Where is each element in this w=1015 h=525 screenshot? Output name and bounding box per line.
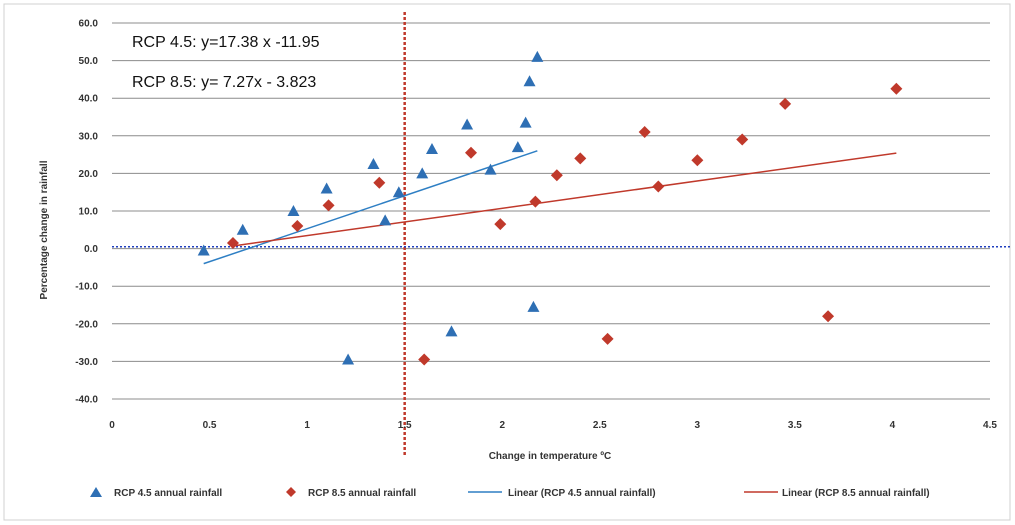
trendline [203, 150, 538, 265]
data-point-rcp85 [418, 353, 431, 366]
data-point-rcp85 [291, 220, 304, 233]
legend-label-rcp85: RCP 8.5 annual rainfall [308, 488, 416, 499]
reference-lines [112, 12, 1012, 455]
x-axis-label: Change in temperature ºC [489, 451, 612, 462]
data-point-rcp85 [494, 218, 507, 231]
data-point-rcp85 [822, 310, 835, 323]
data-point-rcp85 [601, 332, 614, 345]
legend: RCP 4.5 annual rainfall RCP 8.5 annual r… [90, 487, 930, 499]
legend-label-linear-rcp85: Linear (RCP 8.5 annual rainfall) [782, 488, 930, 499]
data-point-rcp45 [511, 141, 524, 153]
y-tick-label: 30.0 [79, 131, 99, 142]
y-axis-label: Percentage change in rainfall [39, 160, 50, 299]
data-points [197, 50, 903, 366]
data-point-rcp85 [638, 126, 651, 139]
annotation-rcp45: RCP 4.5: y=17.38 x -11.95 [132, 34, 320, 51]
legend-item-linear-rcp85: Linear (RCP 8.5 annual rainfall) [744, 488, 930, 499]
x-tick-label: 4 [890, 420, 896, 431]
data-point-rcp45 [379, 214, 392, 226]
x-tick-label: 4.5 [983, 420, 997, 431]
legend-item-linear-rcp45: Linear (RCP 4.5 annual rainfall) [468, 488, 656, 499]
data-point-rcp85 [779, 97, 792, 110]
y-tick-label: 60.0 [79, 19, 99, 30]
data-point-rcp45 [416, 167, 429, 179]
gridlines [112, 22, 990, 400]
x-tick-label: 3.5 [788, 420, 802, 431]
x-tick-label: 0 [109, 420, 115, 431]
legend-item-rcp85: RCP 8.5 annual rainfall [286, 487, 416, 499]
data-point-rcp85 [529, 195, 542, 208]
y-tick-label: -20.0 [75, 319, 98, 330]
x-tick-label: 0.5 [203, 420, 217, 431]
data-point-rcp85 [890, 82, 903, 95]
data-point-rcp45 [425, 142, 438, 154]
data-point-rcp85 [226, 236, 239, 249]
trendlines [203, 150, 897, 265]
data-point-rcp45 [236, 223, 249, 235]
data-point-rcp45 [320, 182, 333, 194]
data-point-rcp85 [736, 133, 749, 146]
data-point-rcp45 [484, 163, 497, 175]
x-tick-label: 2 [499, 420, 505, 431]
x-tick-label: 2.5 [593, 420, 607, 431]
data-point-rcp85 [550, 169, 563, 182]
data-point-rcp85 [652, 180, 665, 193]
legend-label-rcp45: RCP 4.5 annual rainfall [114, 488, 222, 499]
legend-triangle-marker [90, 487, 102, 497]
y-tick-label: -10.0 [75, 282, 98, 293]
x-tick-label: 1.5 [398, 420, 412, 431]
y-tick-label: 0.0 [84, 244, 98, 255]
data-point-rcp45 [519, 116, 532, 128]
data-point-rcp45 [531, 50, 544, 62]
trendline [232, 152, 897, 247]
data-point-rcp85 [465, 146, 478, 159]
y-tick-label: 40.0 [79, 94, 99, 105]
y-tick-label: 10.0 [79, 207, 99, 218]
data-point-rcp85 [322, 199, 335, 212]
data-point-rcp45 [367, 158, 380, 169]
x-tick-labels: 0 0.5 1 1.5 2 2.5 3 3.5 4 4.5 [109, 420, 997, 431]
y-tick-label: -40.0 [75, 395, 98, 406]
data-point-rcp45 [523, 75, 536, 87]
data-point-rcp45 [197, 244, 210, 256]
legend-label-linear-rcp45: Linear (RCP 4.5 annual rainfall) [508, 488, 656, 499]
x-tick-label: 3 [695, 420, 701, 431]
x-tick-label: 1 [304, 420, 310, 431]
y-tick-labels: 60.0 50.0 40.0 30.0 20.0 10.0 0.0 -10.0 -20.0 -30… [75, 19, 98, 406]
data-point-rcp85 [373, 176, 386, 189]
y-tick-label: 20.0 [79, 169, 99, 180]
data-point-rcp45 [527, 300, 540, 312]
data-point-rcp45 [461, 118, 474, 130]
data-point-rcp45 [287, 205, 300, 216]
data-point-rcp45 [445, 325, 458, 337]
data-point-rcp45 [392, 186, 405, 198]
data-point-rcp85 [574, 152, 587, 165]
legend-diamond-marker [286, 487, 296, 497]
chart-border [3, 3, 1011, 521]
y-tick-label: 50.0 [79, 56, 99, 67]
annotation-rcp85: RCP 8.5: y= 7.27x - 3.823 [132, 74, 316, 91]
data-point-rcp45 [342, 353, 355, 365]
y-tick-label: -30.0 [75, 357, 98, 368]
legend-item-rcp45: RCP 4.5 annual rainfall [90, 487, 222, 499]
data-point-rcp85 [691, 154, 704, 167]
